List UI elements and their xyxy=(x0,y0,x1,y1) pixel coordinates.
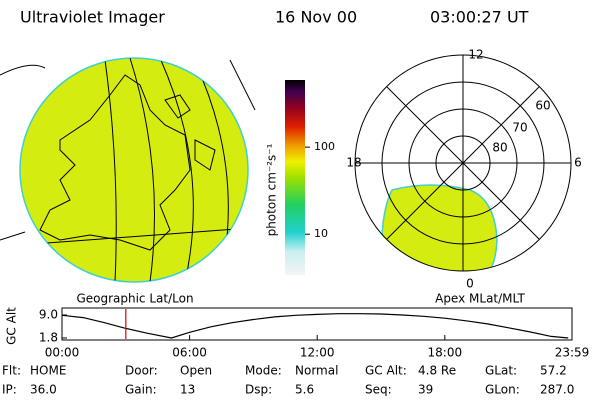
colorbar xyxy=(285,80,305,275)
altitude-curve xyxy=(61,313,569,339)
lat-label: 80 xyxy=(492,141,507,155)
x-tick-label: 00:00 xyxy=(45,346,80,360)
field-value: 5.6 xyxy=(295,383,314,397)
y-tick-label: 9.0 xyxy=(39,308,58,322)
colorbar-label: photon cm⁻²s⁻¹ xyxy=(265,143,279,236)
field-label: IP: xyxy=(2,383,17,397)
x-tick-label: 18:00 xyxy=(428,346,463,360)
lat-label: 70 xyxy=(512,121,527,135)
field-value: 36.0 xyxy=(30,383,57,397)
x-tick-label: 23:59 xyxy=(555,346,590,360)
mlt-label: 18 xyxy=(346,156,361,170)
field-label: Seq: xyxy=(365,383,392,397)
y-tick-label: 1.8 xyxy=(39,331,58,345)
field-value: 39 xyxy=(418,383,433,397)
time: 03:00:27 UT xyxy=(430,8,529,27)
field-value: 13 xyxy=(180,383,195,397)
field-value: Normal xyxy=(295,364,338,378)
title: Ultraviolet Imager xyxy=(20,8,165,27)
geographic-image xyxy=(0,57,256,283)
field-label: Mode: xyxy=(245,364,282,378)
field-label: Gain: xyxy=(125,383,157,397)
altitude-ylabel: GC Alt xyxy=(5,307,19,345)
apex-plot xyxy=(354,54,572,272)
geographic-label: Geographic Lat/Lon xyxy=(76,292,193,306)
field-label: Dsp: xyxy=(245,383,272,397)
date: 16 Nov 00 xyxy=(275,8,357,27)
field-label: GLat: xyxy=(485,364,517,378)
field-label: GC Alt: xyxy=(365,364,407,378)
field-label: Door: xyxy=(125,364,158,378)
colorbar-tick-label: 10 xyxy=(314,227,328,240)
lat-label: 60 xyxy=(535,99,550,113)
field-value: 4.8 Re xyxy=(418,364,456,378)
x-tick-label: 12:00 xyxy=(300,346,335,360)
mlt-label: 0 xyxy=(466,277,474,291)
x-tick-label: 06:00 xyxy=(172,346,207,360)
field-value: 287.0 xyxy=(540,383,574,397)
field-label: Flt: xyxy=(2,364,21,378)
field-label: GLon: xyxy=(485,383,520,397)
field-value: 57.2 xyxy=(540,364,567,378)
mlt-label: 12 xyxy=(468,48,483,62)
field-value: HOME xyxy=(30,364,66,378)
apex-label: Apex MLat/MLT xyxy=(435,292,525,306)
field-value: Open xyxy=(180,364,212,378)
mlt-label: 6 xyxy=(574,156,582,170)
colorbar-tick-label: 100 xyxy=(314,140,335,153)
